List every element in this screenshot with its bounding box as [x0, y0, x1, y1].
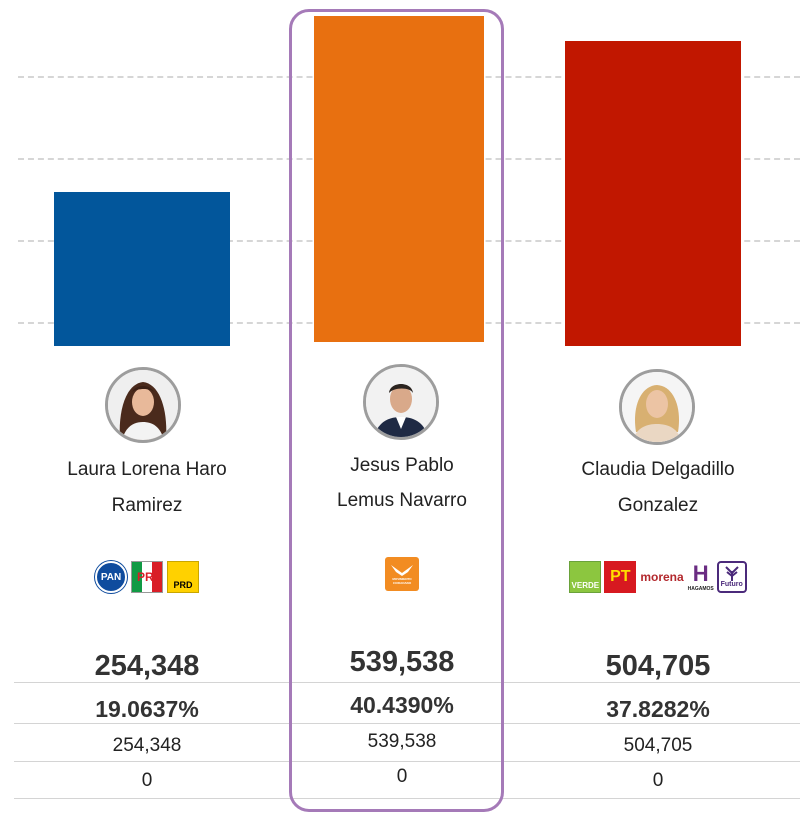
vote-percentage: 19.0637%	[95, 696, 199, 722]
candidate-avatar	[619, 369, 695, 445]
party-label: HAGAMOS	[687, 586, 714, 592]
extra-value: 0	[396, 766, 408, 787]
total-votes: 254,348	[94, 650, 200, 682]
party-logos: PAN PRI PRD	[16, 561, 278, 593]
row-divider	[14, 761, 800, 762]
pri-logo-icon: PRI	[131, 561, 163, 593]
party-label: Futuro	[720, 581, 743, 588]
party-logos: VERDE PT morena H HAGAMOS Futuro	[527, 561, 789, 593]
extra-value: 0	[141, 770, 153, 791]
tree-icon	[724, 566, 739, 581]
pan-logo-icon: PAN	[95, 561, 127, 593]
bar-laura-lorena-haro-ramirez[interactable]	[54, 192, 230, 346]
morena-logo-icon: morena	[640, 570, 684, 584]
party-logos: MOVIMIENTO CIUDADANO	[271, 557, 533, 591]
pt-logo-icon: PT	[604, 561, 637, 593]
candidate-name-line2: Gonzalez	[617, 495, 699, 516]
winner-highlight-frame	[289, 9, 504, 812]
futuro-logo-icon: Futuro	[716, 561, 747, 593]
row-divider	[14, 798, 800, 799]
votes-detail: 539,538	[367, 731, 437, 752]
vote-percentage: 37.8282%	[606, 696, 710, 722]
eagle-icon	[391, 565, 413, 576]
candidate-name-line1: Claudia Delgadillo	[581, 459, 735, 480]
votes-detail: 254,348	[112, 735, 182, 756]
candidate-avatar	[363, 364, 439, 440]
candidate-name-line1: Jesus Pablo	[350, 455, 454, 476]
row-divider	[14, 723, 800, 724]
hagamos-logo-icon: H HAGAMOS	[687, 561, 714, 593]
votes-detail: 504,705	[623, 735, 693, 756]
candidate-name-line2: Lemus Navarro	[337, 490, 467, 511]
bar-claudia-delgadillo-gonzalez[interactable]	[565, 41, 741, 346]
movimiento-ciudadano-logo-icon: MOVIMIENTO CIUDADANO	[385, 557, 419, 591]
party-label: MOVIMIENTO CIUDADANO	[392, 577, 412, 585]
candidate-name-line2: Ramirez	[111, 495, 183, 516]
candidate-name-line1: Laura Lorena Haro	[67, 459, 227, 480]
verde-logo-icon: VERDE	[569, 561, 602, 593]
prd-logo-icon: PRD	[167, 561, 199, 593]
candidate-avatar	[105, 367, 181, 443]
bar-jesus-pablo-lemus-navarro[interactable]	[314, 16, 484, 342]
total-votes: 504,705	[605, 650, 711, 682]
row-divider	[14, 682, 800, 683]
extra-value: 0	[652, 770, 664, 791]
total-votes: 539,538	[349, 646, 455, 678]
vote-percentage: 40.4390%	[350, 692, 454, 718]
